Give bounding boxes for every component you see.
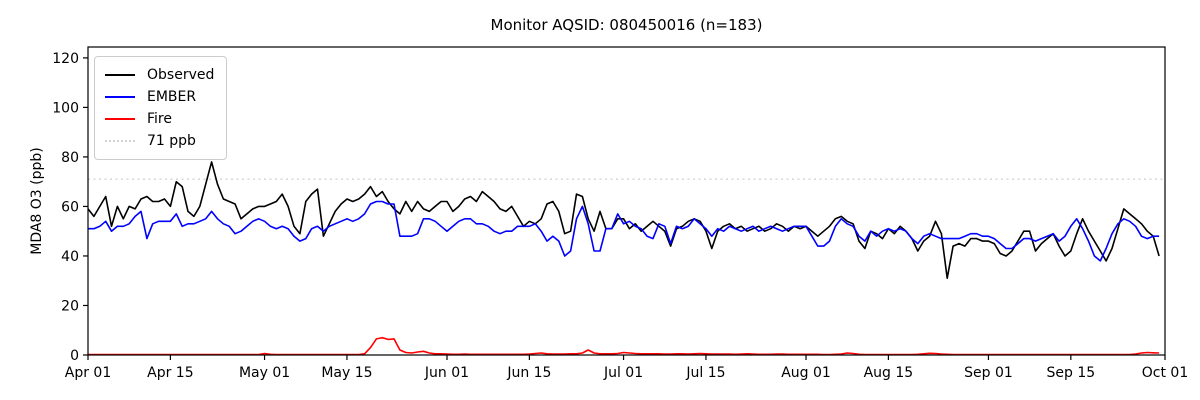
legend-label: Fire	[147, 111, 172, 127]
x-tick-label: Aug 01	[781, 365, 831, 381]
legend-item-fire: Fire	[105, 108, 214, 130]
x-tick-label: Sep 01	[964, 365, 1013, 381]
legend-item-observed: Observed	[105, 64, 214, 86]
y-axis-ticks: 0 20 40 60 80 100 120	[52, 51, 88, 364]
y-tick-label: 120	[52, 51, 79, 67]
observed-line-sample	[105, 74, 135, 76]
y-tick-label: 40	[61, 249, 79, 265]
legend-item-ember: EMBER	[105, 86, 214, 108]
legend-label: EMBER	[147, 89, 197, 105]
ember-line	[88, 200, 1160, 262]
threshold-line-sample	[105, 140, 135, 142]
y-tick-label: 0	[70, 348, 79, 364]
x-tick-label: Apr 15	[147, 365, 193, 381]
x-tick-label: Jul 15	[685, 365, 725, 381]
x-tick-label: Jun 01	[424, 365, 469, 381]
legend-label: Observed	[147, 67, 215, 83]
y-axis-label: MDA8 O3 (ppb)	[29, 147, 45, 255]
x-tick-label: Oct 01	[1142, 365, 1188, 381]
y-tick-label: 20	[61, 298, 79, 314]
x-tick-label: Jun 15	[506, 365, 551, 381]
fire-line-sample	[105, 118, 135, 120]
y-tick-label: 60	[61, 199, 79, 215]
y-tick-label: 80	[61, 150, 79, 166]
fire-line	[88, 336, 1160, 356]
x-tick-label: May 15	[321, 365, 372, 381]
legend: Observed EMBER Fire 71 ppb	[94, 56, 228, 160]
legend-item-threshold: 71 ppb	[105, 130, 214, 152]
series-lines	[87, 161, 1160, 356]
x-tick-label: Sep 15	[1047, 365, 1096, 381]
axes-frame	[87, 46, 1166, 356]
x-tick-label: May 01	[239, 365, 290, 381]
ember-line-sample	[105, 96, 135, 98]
observed-line	[87, 161, 1160, 280]
x-tick-label: Aug 15	[864, 365, 914, 381]
chart-title: Monitor AQSID: 080450016 (n=183)	[490, 16, 763, 34]
x-tick-label: Apr 01	[65, 365, 111, 381]
y-tick-label: 100	[52, 100, 79, 116]
legend-label: 71 ppb	[147, 133, 196, 149]
x-axis-ticks: Apr 01 Apr 15 May 01 May 15 Jun 01 Jun 15 Jul …	[65, 355, 1188, 381]
x-tick-label: Jul 01	[603, 365, 643, 381]
